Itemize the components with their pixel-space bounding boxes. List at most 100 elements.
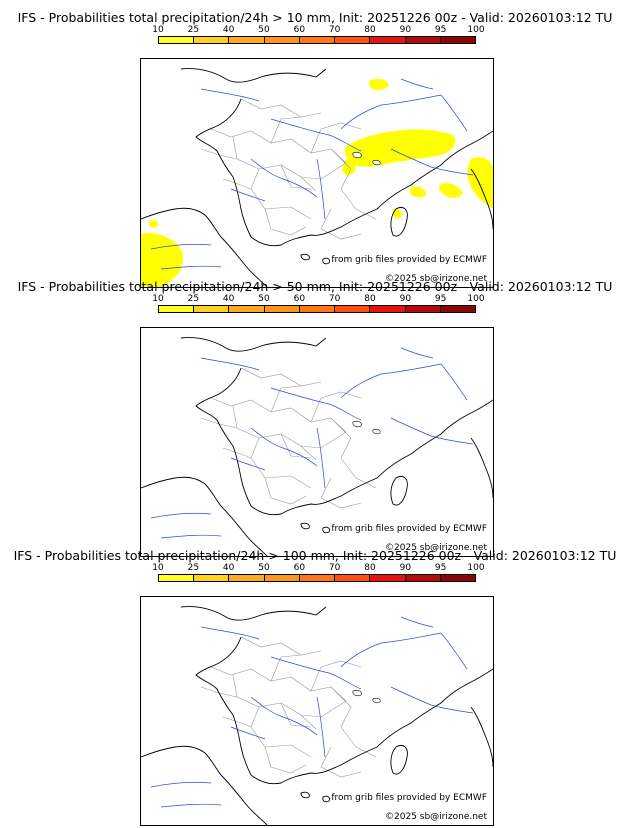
colorbar-tick-label: 80 — [364, 25, 376, 35]
colorbar-tick-label: 70 — [328, 25, 341, 35]
colorbar-tick-label: 60 — [293, 25, 306, 35]
colorbar — [158, 36, 476, 44]
colorbar-segment — [194, 37, 230, 43]
colorbar-segment — [405, 306, 441, 312]
colorbar — [158, 574, 476, 582]
precip-areas — [141, 78, 493, 287]
colorbar-segment — [229, 575, 265, 581]
colorbar-tick-label: 50 — [258, 563, 270, 573]
rivers — [150, 78, 474, 270]
colorbar-tick-label: 25 — [187, 25, 200, 35]
lakes — [352, 151, 381, 166]
colorbar-segment — [264, 575, 300, 581]
colorbar-segment — [299, 306, 336, 312]
colorbar-segment — [299, 575, 336, 581]
precip-area-adriatic — [438, 183, 463, 198]
colorbar-segment — [370, 575, 406, 581]
colorbar-tick-label: 10 — [152, 563, 164, 573]
credit-copyright: ©2025 sb@irizone.net — [385, 812, 487, 822]
colorbar-tick-label: 10 — [152, 25, 164, 35]
colorbar-segment — [159, 306, 195, 312]
colorbar-tick-label: 40 — [222, 294, 235, 304]
lakes — [352, 689, 381, 704]
precip-map: from grib files provided by ECMWF ©2025 … — [140, 596, 494, 826]
colorbar-segment — [159, 37, 195, 43]
colorbar-segment — [229, 37, 265, 43]
precip-map: from grib files provided by ECMWF ©2025 … — [140, 327, 494, 557]
colorbar-tick-label: 95 — [434, 25, 447, 35]
panel-title: IFS - Probabilities total precipitation/… — [17, 10, 613, 25]
rivers — [150, 616, 474, 808]
colorbar-segment — [264, 37, 300, 43]
colorbar-segment — [194, 575, 230, 581]
colorbar-tick-label: 100 — [467, 294, 485, 304]
colorbar-segment — [229, 306, 265, 312]
colorbar-segment — [264, 306, 300, 312]
credit-source: from grib files provided by ECMWF — [331, 793, 487, 803]
colorbar-tick-label: 95 — [434, 563, 447, 573]
colorbar-segment — [440, 37, 475, 43]
coastlines — [141, 68, 493, 287]
precip-area-italy — [467, 157, 493, 209]
panel-title: IFS - Probabilities total precipitation/… — [13, 548, 617, 563]
precip-area-alps — [344, 129, 456, 167]
credit-copyright: ©2025 sb@irizone.net — [385, 543, 487, 553]
colorbar — [158, 305, 476, 313]
colorbar-tick-label: 90 — [399, 25, 412, 35]
colorbar-tick-label: 40 — [222, 563, 235, 573]
panel-title: IFS - Probabilities total precipitation/… — [17, 279, 613, 294]
colorbar-segment — [370, 37, 406, 43]
colorbar-tick-label: 70 — [328, 294, 341, 304]
map-canvas — [141, 68, 493, 287]
credit-source: from grib files provided by ECMWF — [331, 255, 487, 265]
lakes — [352, 420, 381, 435]
colorbar-segment — [335, 306, 371, 312]
map-canvas — [141, 337, 493, 556]
colorbar-labels: 10 25 40 50 60 70 80 90 95 100 — [152, 25, 484, 35]
colorbar-labels: 10 25 40 50 60 70 80 90 95 100 — [152, 294, 484, 304]
precip-area-sardinia — [392, 208, 402, 219]
forecast-panel-50mm: IFS - Probabilities total precipitation/… — [0, 279, 630, 557]
colorbar-tick-label: 70 — [328, 563, 341, 573]
precip-area-tuscany — [410, 186, 427, 198]
colorbar-segment — [335, 37, 371, 43]
colorbar-labels: 10 25 40 50 60 70 80 90 95 100 — [152, 563, 484, 573]
colorbar-tick-label: 60 — [293, 294, 306, 304]
precip-area-ne — [369, 78, 389, 91]
colorbar-tick-label: 90 — [399, 294, 412, 304]
rivers — [150, 347, 474, 539]
colorbar-tick-label: 80 — [364, 563, 376, 573]
map-canvas — [141, 606, 493, 825]
precip-area-atlantic — [149, 220, 159, 228]
colorbar-segment — [159, 575, 195, 581]
colorbar-segment — [370, 306, 406, 312]
credit-copyright: ©2025 sb@irizone.net — [385, 274, 487, 284]
colorbar-tick-label: 100 — [467, 563, 485, 573]
credit-source: from grib files provided by ECMWF — [331, 524, 487, 534]
forecast-panel-10mm: IFS - Probabilities total precipitation/… — [0, 10, 630, 288]
colorbar-tick-label: 10 — [152, 294, 164, 304]
precip-area-iberia — [141, 233, 184, 287]
colorbar-segment — [299, 37, 336, 43]
colorbar-segment — [335, 575, 371, 581]
coastlines — [141, 606, 493, 825]
colorbar-tick-label: 50 — [258, 294, 270, 304]
colorbar-tick-label: 95 — [434, 294, 447, 304]
colorbar-tick-label: 40 — [222, 25, 235, 35]
colorbar-tick-label: 80 — [364, 294, 376, 304]
colorbar-segment — [405, 37, 441, 43]
precip-map: from grib files provided by ECMWF ©2025 … — [140, 58, 494, 288]
forecast-panel-100mm: IFS - Probabilities total precipitation/… — [0, 548, 630, 826]
coastlines — [141, 337, 493, 556]
colorbar-segment — [440, 575, 475, 581]
admin-borders — [200, 367, 377, 509]
colorbar-tick-label: 50 — [258, 25, 270, 35]
colorbar-segment — [440, 306, 475, 312]
colorbar-tick-label: 100 — [467, 25, 485, 35]
colorbar-segment — [194, 306, 230, 312]
colorbar-tick-label: 25 — [187, 563, 200, 573]
colorbar-tick-label: 60 — [293, 563, 306, 573]
colorbar-segment — [405, 575, 441, 581]
colorbar-tick-label: 25 — [187, 294, 200, 304]
colorbar-tick-label: 90 — [399, 563, 412, 573]
